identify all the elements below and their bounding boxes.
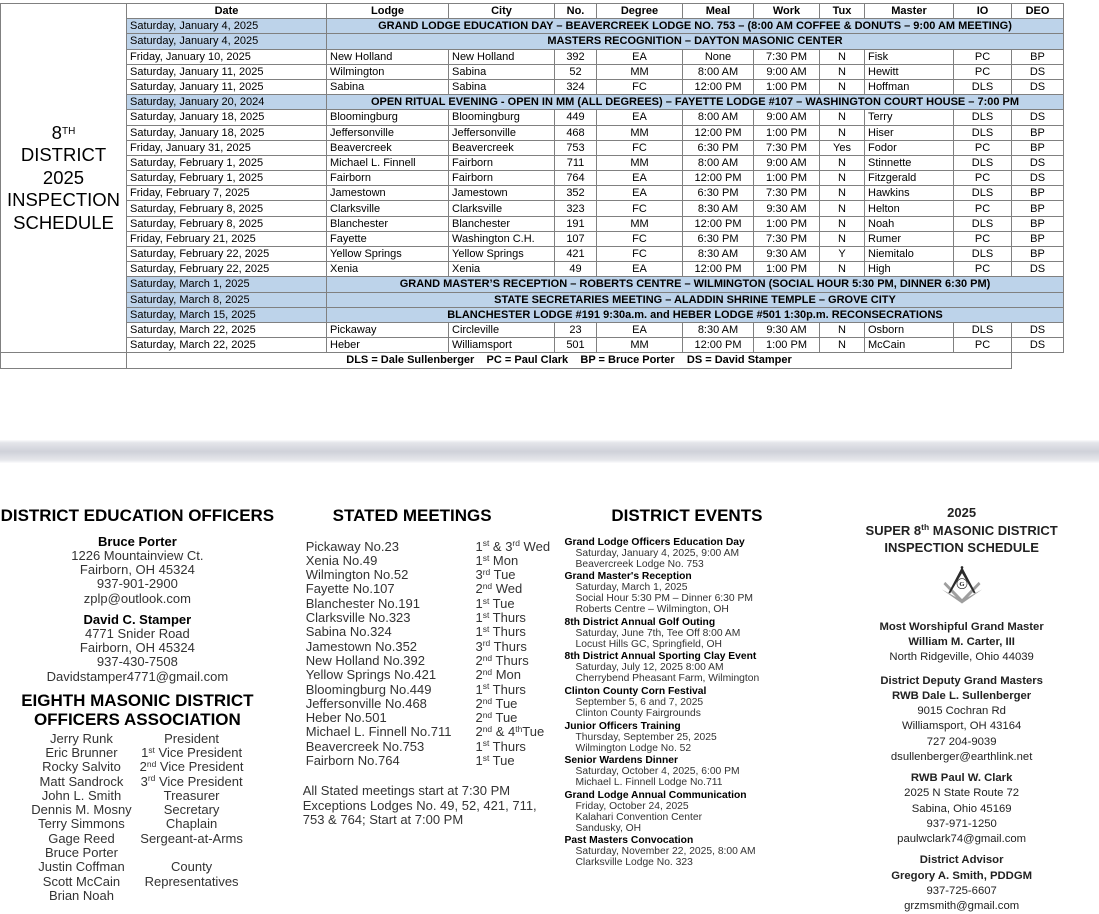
svg-text:G: G — [959, 581, 964, 588]
